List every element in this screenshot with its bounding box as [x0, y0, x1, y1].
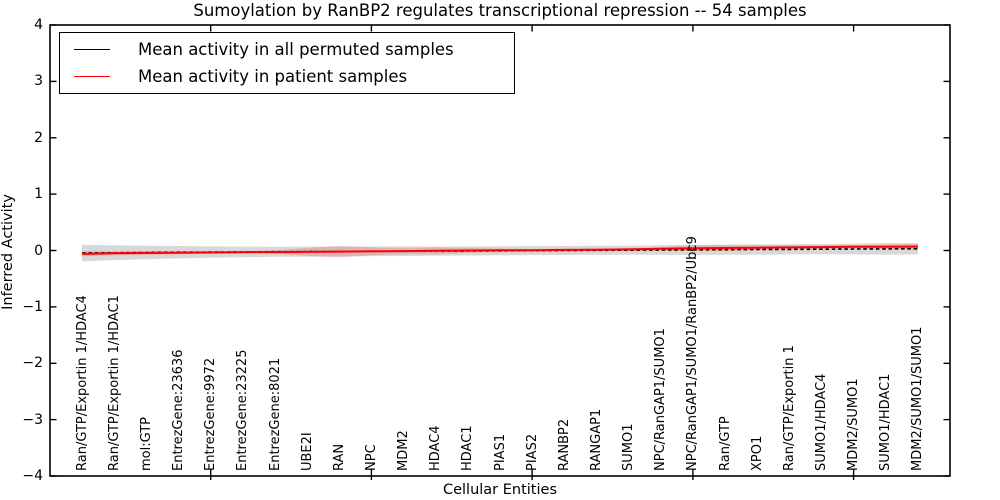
- x-tick-label: EntrezGene:23225: [235, 349, 251, 471]
- legend-label-patient: Mean activity in patient samples: [138, 66, 408, 86]
- legend-entry-patient: Mean activity in patient samples: [74, 67, 514, 86]
- x-tick-label: RANBP2: [556, 418, 572, 471]
- x-tick-label: PIAS2: [524, 433, 540, 471]
- series-line-patient: [82, 245, 918, 255]
- x-tick-label: HDAC4: [428, 425, 444, 471]
- legend-label-permuted: Mean activity in all permuted samples: [138, 40, 454, 60]
- x-tick-label: MDM2/SUMO1/SUMO1: [910, 326, 926, 471]
- legend: Mean activity in all permuted samples Me…: [59, 32, 515, 94]
- x-tick-label: RAN: [331, 443, 347, 471]
- x-tick-label: Ran/GTP/Exportin 1: [781, 345, 797, 471]
- x-tick-label: EntrezGene:8021: [267, 357, 283, 471]
- x-tick-label: Ran/GTP/Exportin 1/HDAC1: [106, 295, 122, 471]
- x-tick-label: EntrezGene:23636: [171, 349, 187, 471]
- y-tick-label: 2: [34, 129, 43, 146]
- x-tick-label: MDM2: [396, 430, 412, 471]
- x-tick-label: mol:GTP: [138, 417, 154, 471]
- x-tick-label: EntrezGene:9972: [203, 357, 219, 471]
- x-tick-label: HDAC1: [460, 425, 476, 471]
- permuted-mean-line-sample: [74, 49, 110, 51]
- chart-title: Sumoylation by RanBP2 regulates transcri…: [193, 1, 807, 20]
- y-tick-label: −4: [22, 468, 43, 484]
- y-tick-label: 1: [34, 186, 43, 203]
- x-tick-label: NPC/RanGAP1/SUMO1: [653, 328, 669, 471]
- x-tick-label: SUMO1/HDAC4: [813, 373, 829, 471]
- y-tick-label: −3: [22, 411, 43, 428]
- y-tick-label: 3: [34, 73, 43, 90]
- patient-mean-line-sample: [74, 75, 110, 77]
- legend-entry-permuted: Mean activity in all permuted samples: [74, 40, 514, 59]
- x-tick-label: UBE2I: [299, 432, 315, 471]
- x-tick-label: RANGAP1: [588, 408, 604, 471]
- x-tick-label: SUMO1/HDAC1: [878, 373, 894, 471]
- x-tick-label: XPO1: [749, 435, 765, 471]
- x-tick-label: SUMO1: [621, 423, 637, 472]
- x-tick-label: Ran/GTP: [717, 416, 733, 471]
- x-tick-label: PIAS1: [492, 433, 508, 471]
- y-tick-label: −1: [22, 298, 43, 315]
- y-tick-label: 4: [34, 17, 43, 33]
- x-tick-label: MDM2/SUMO1: [846, 378, 862, 471]
- y-tick-label: 0: [34, 242, 43, 259]
- x-axis-label: Cellular Entities: [442, 482, 558, 498]
- y-tick-label: −2: [22, 355, 43, 372]
- x-tick-label: NPC: [363, 444, 379, 471]
- x-tick-label: Ran/GTP/Exportin 1/HDAC4: [74, 295, 90, 471]
- x-tick-label: NPC/RanGAP1/SUMO1/RanBP2/Ubc9: [685, 236, 701, 471]
